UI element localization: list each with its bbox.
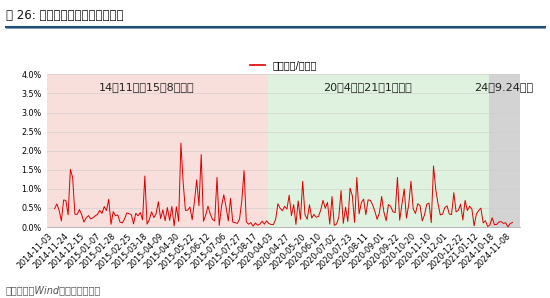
Bar bbox=[47, 74, 268, 227]
Bar bbox=[489, 74, 520, 227]
Text: 24年9.24至今: 24年9.24至今 bbox=[474, 82, 534, 92]
Text: 数据来源：Wind，中信建投证券: 数据来源：Wind，中信建投证券 bbox=[6, 285, 101, 295]
Text: 图 26: 减持新规已经逐步产生影响: 图 26: 减持新规已经逐步产生影响 bbox=[6, 9, 123, 22]
Text: 14年11月－15年8月牛市: 14年11月－15年8月牛市 bbox=[99, 82, 195, 92]
Text: 20年4月－21年1月牛市: 20年4月－21年1月牛市 bbox=[323, 82, 412, 92]
Bar bbox=[268, 74, 489, 227]
Legend: 减持市值/成交额: 减持市值/成交额 bbox=[246, 56, 321, 74]
